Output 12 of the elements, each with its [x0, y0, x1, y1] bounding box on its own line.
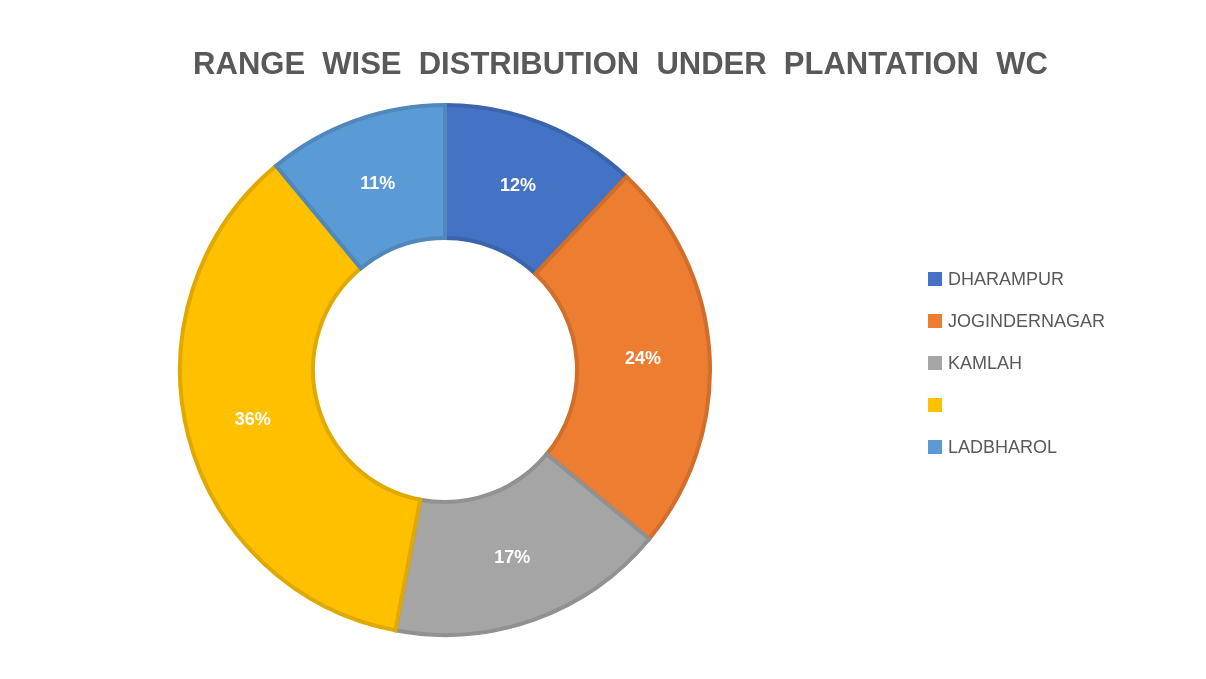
data-label: 17%: [494, 546, 531, 567]
donut-slice: [274, 103, 447, 271]
legend-label: KAMLAH: [948, 352, 1023, 374]
legend-label: LADBHAROL: [948, 436, 1058, 458]
data-label: 24%: [625, 347, 662, 368]
legend-label: JOGINDERNAGAR: [948, 310, 1106, 332]
data-label: 12%: [500, 175, 537, 196]
legend-label: DHARAMPUR: [948, 268, 1065, 290]
data-label: 11%: [360, 173, 396, 194]
chart-title: RANGE WISE DISTRIBUTION UNDER PLANTATION WC: [192, 46, 1049, 82]
data-label: 36%: [234, 409, 271, 430]
donut-slice: [178, 163, 423, 633]
